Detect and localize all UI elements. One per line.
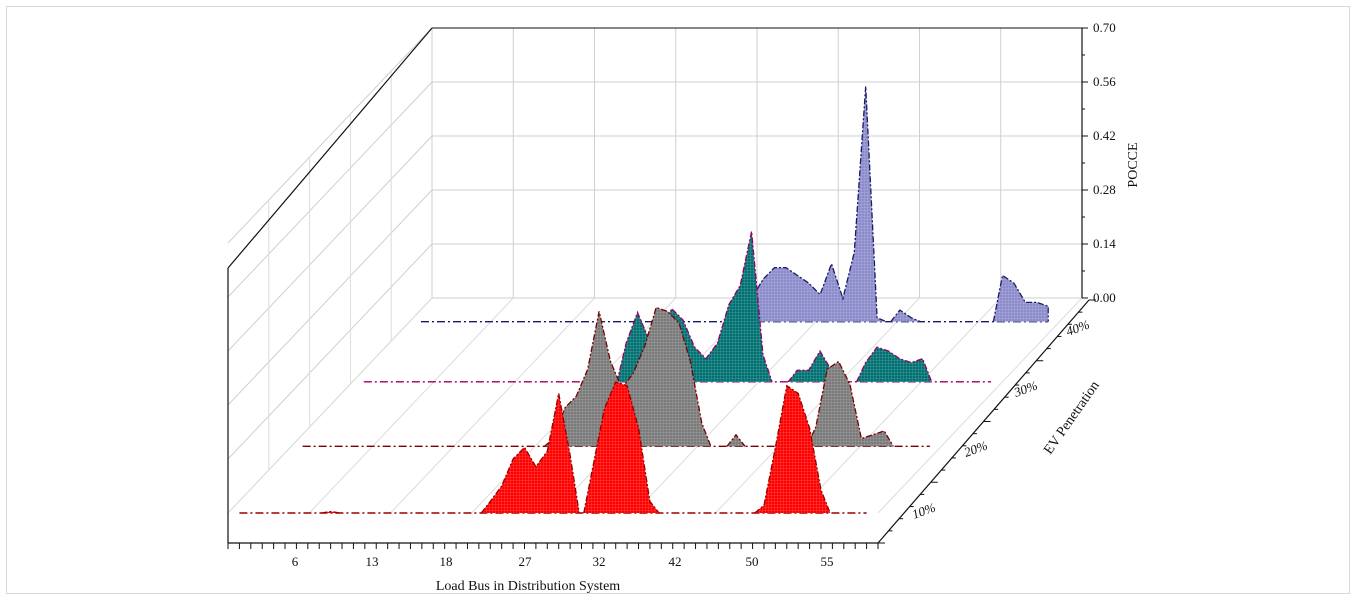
series-area-texture: [742, 86, 887, 322]
z-tick-label: 0.42: [1093, 128, 1116, 143]
series-line: [583, 381, 660, 514]
series-area-texture: [993, 275, 1049, 322]
z-tick-label: 0.28: [1093, 182, 1116, 197]
y-axis-title: EV Penetration: [1041, 379, 1102, 458]
series-area-texture: [481, 393, 580, 513]
series-40%: [741, 86, 1049, 323]
series-area-texture: [890, 310, 921, 322]
grid-line: [390, 297, 595, 514]
grid-layer: [227, 27, 1083, 514]
series-line: [616, 231, 773, 383]
x-tick-label: 18: [440, 554, 453, 569]
grid-line: [796, 297, 1002, 514]
grid-line: [227, 189, 433, 406]
series-10%: [321, 381, 831, 514]
series-20%: [543, 306, 894, 447]
grid-line: [633, 297, 839, 514]
grid-line: [227, 297, 433, 514]
series-line: [321, 510, 340, 514]
grid-line: [227, 81, 433, 298]
series-area-texture: [754, 385, 831, 513]
x-tick-label: 13: [366, 554, 379, 569]
series-line: [754, 384, 831, 514]
x-tick-label: 50: [746, 554, 759, 569]
series-line: [890, 309, 921, 323]
series-line: [480, 393, 580, 514]
x-tick-label: 32: [593, 554, 606, 569]
y-tick-label: 40%: [1064, 317, 1092, 339]
axes-layer: [227, 27, 1096, 549]
series-line: [806, 360, 894, 447]
x-tick-label: 55: [821, 554, 834, 569]
series-area-texture: [856, 347, 932, 382]
y-tick-label: 30%: [1011, 378, 1040, 401]
grid-line: [227, 135, 433, 352]
x-tick-label: 42: [669, 554, 682, 569]
z-tick-label: 0.00: [1093, 290, 1116, 305]
series-line: [726, 433, 746, 447]
series-area-texture: [544, 307, 711, 447]
grid-line: [227, 243, 433, 460]
series-area-texture: [726, 434, 746, 447]
series-area-texture: [806, 361, 894, 447]
series-layer: [321, 86, 1049, 514]
series-area-texture: [583, 381, 660, 513]
z-axis-title: POCCE: [1126, 142, 1141, 187]
z-tick-label: 0.56: [1093, 74, 1116, 89]
axis-line: [227, 27, 433, 269]
x-tick-labels: 6 13 18 27 32 42 50 55: [292, 554, 834, 569]
grid-line: [715, 297, 920, 514]
y-tick-label: 10%: [910, 500, 938, 522]
grid-line: [227, 27, 433, 244]
z-tick-label: 0.14: [1093, 236, 1116, 251]
x-tick-label: 27: [519, 554, 533, 569]
series-line: [741, 86, 887, 323]
series-line: [543, 306, 712, 447]
x-axis-title: Load Bus in Distribution System: [436, 579, 620, 594]
grid-line: [308, 297, 514, 514]
grid-line: [877, 297, 1083, 514]
z-tick-labels: 0.00 0.14 0.28 0.42 0.56 0.70: [1093, 20, 1116, 305]
z-tick-label: 0.70: [1093, 20, 1116, 35]
series-line: [855, 346, 933, 383]
chart-frame: [6, 6, 1350, 594]
x-tick-label: 6: [292, 554, 299, 569]
